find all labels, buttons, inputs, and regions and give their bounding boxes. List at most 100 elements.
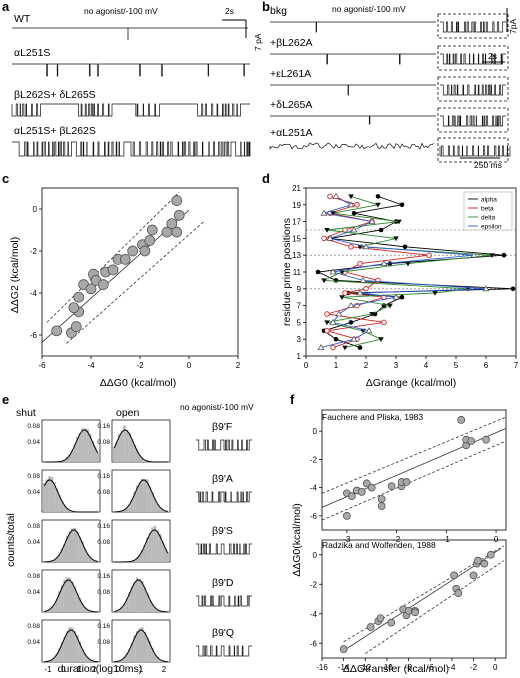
histogram-bar [148, 533, 152, 562]
fit-curve [113, 429, 168, 463]
y-tick-label: 5 [297, 318, 302, 327]
marker-beta [324, 328, 330, 334]
histogram-bar [65, 630, 69, 662]
marker-alpha [399, 294, 405, 300]
y-tick-label: 0.08 [97, 639, 110, 646]
panel-e-header: no agonist/-100 mV [180, 402, 254, 412]
histogram-bar [163, 547, 167, 562]
marker-epsilon [482, 285, 490, 292]
plot-frame [321, 539, 507, 659]
marker-epsilon [326, 234, 334, 241]
histogram-bar [58, 495, 61, 512]
histogram-bar [143, 479, 147, 512]
histogram-bar [128, 649, 131, 662]
panel-c-plot: -6 -4 -2 0 2 -6 -4 -2 0 [30, 187, 241, 370]
histogram-bar [60, 641, 64, 662]
panel-f-letter: f [290, 392, 295, 407]
marker-delta [342, 345, 348, 351]
data-point [73, 291, 85, 303]
histogram-bar [138, 482, 141, 512]
y-tick-label: -2 [310, 580, 318, 589]
x-tick-label: 1 [139, 665, 144, 674]
histogram-bar [166, 552, 169, 562]
trace-label-al251s-bl262s: αL251S+ βL262S [14, 125, 96, 137]
marker-epsilon [368, 218, 376, 225]
trace-path [269, 142, 435, 150]
y-tick-label: 7 [297, 302, 302, 311]
histogram-bar [71, 627, 74, 662]
data-point [107, 264, 119, 276]
data-point [402, 478, 411, 486]
histogram-bar [48, 609, 51, 612]
y-tick-label: 0.04 [27, 589, 40, 596]
marker-epsilon [392, 293, 400, 300]
histogram-bar [123, 602, 126, 612]
marker-alpha [351, 210, 357, 216]
x-tick-label: -4 [87, 361, 95, 370]
histogram-bar [133, 444, 136, 462]
histogram-bar [63, 579, 66, 612]
marker-delta [405, 261, 411, 267]
trace-label-al251a: +αL251A [270, 127, 313, 139]
x-tick-label: 0 [116, 665, 121, 674]
marker-alpha [501, 252, 507, 258]
marker-alpha [315, 269, 321, 275]
x-tick-label: 2 [364, 361, 369, 370]
panel-e-col-shut: shut [16, 407, 36, 419]
marker-epsilon [380, 260, 388, 267]
marker-delta [339, 295, 345, 300]
histogram-bar [115, 441, 119, 462]
x-tick-label: -16 [316, 663, 328, 672]
trace-path [440, 21, 506, 33]
histogram-bar [123, 657, 126, 662]
y-tick-label: 17 [292, 218, 301, 227]
data-point [357, 488, 366, 496]
panel-a-scale-current: 7 pA [253, 33, 263, 51]
y-tick-label: 13 [292, 251, 301, 260]
histogram-bar [68, 531, 71, 562]
marker-epsilon [362, 243, 370, 250]
marker-alpha [378, 227, 384, 233]
trace-label-bkg: bkg [270, 5, 287, 17]
histogram-bar [146, 479, 149, 512]
trace-path [270, 21, 436, 33]
marker-epsilon [470, 251, 478, 258]
histogram-bar [135, 557, 139, 562]
x-tick-label: -1 [443, 535, 451, 544]
histogram-bar [73, 444, 77, 462]
fit-curve [114, 579, 168, 613]
histogram-bar [130, 499, 134, 512]
histogram-bar [146, 637, 149, 662]
histogram-bar [156, 503, 159, 512]
histogram-bar [55, 488, 59, 512]
y-tick-label: 1 [297, 352, 302, 361]
data-point [70, 321, 82, 332]
histogram-bar [71, 581, 74, 612]
fit-curve [44, 629, 98, 663]
trace-label-b9d: β9'D [212, 577, 234, 589]
marker-epsilon [332, 192, 340, 199]
x-tick-label: 2 [236, 361, 241, 370]
y-tick-label: 0 [33, 205, 38, 214]
histogram-bar [73, 586, 77, 612]
x-tick-label: 0 [61, 665, 66, 674]
trace-path [440, 53, 506, 65]
histogram-bar [138, 554, 141, 562]
data-point [166, 218, 178, 230]
marker-epsilon [320, 209, 328, 216]
marker-alpha [387, 261, 393, 266]
marker-delta [378, 337, 384, 342]
panel-d-xlabel: ΔGrange (kcal/mol) [366, 377, 456, 389]
trace-label-bl262a: +βL262A [270, 37, 313, 49]
ci-lower-line [321, 440, 507, 521]
histogram-bar [128, 592, 131, 612]
histogram-bar [83, 548, 87, 562]
histogram-bar [120, 510, 124, 512]
histogram-bar [113, 446, 116, 462]
panel-d-ylabel: residue prime positions [281, 218, 293, 326]
histogram-bar [45, 479, 49, 512]
data-point [387, 618, 396, 627]
histogram-bar [55, 653, 59, 662]
x-tick-label: 0 [304, 361, 309, 370]
histogram-bar [63, 505, 66, 512]
